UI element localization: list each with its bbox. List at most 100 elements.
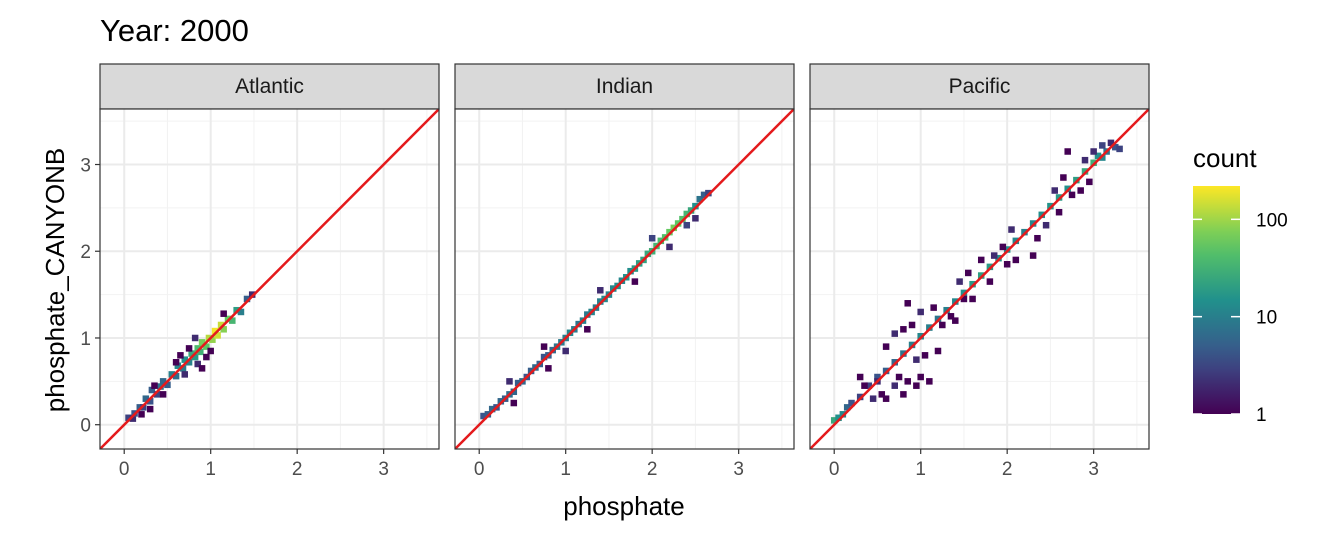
heatmap-cell: [960, 295, 968, 303]
heatmap-cell: [913, 356, 920, 363]
y-tick-label: 1: [80, 329, 91, 350]
heatmap-cell: [185, 345, 193, 352]
heatmap-cell: [125, 414, 132, 422]
heatmap-cell: [882, 343, 890, 350]
heatmap-cell: [1029, 252, 1037, 259]
heatmap-cell: [1034, 234, 1041, 242]
heatmap-cell: [185, 359, 193, 366]
reference-line: [810, 109, 1149, 449]
heatmap-cell: [952, 317, 959, 324]
x-tick-label: 3: [733, 459, 744, 480]
heatmap-cell: [631, 278, 639, 285]
panel-border: [809, 108, 1150, 450]
panel-pacific: Pacific 0 1 2 3: [809, 63, 1150, 480]
facet-strip: [454, 63, 795, 110]
heatmap-cell: [148, 386, 156, 394]
heatmap-cell: [1003, 261, 1011, 268]
heatmap-cell: [1051, 187, 1058, 194]
y-tick-label: 2: [80, 242, 91, 263]
heatmap-cell: [1055, 208, 1063, 216]
heatmap-cell: [188, 350, 195, 357]
heatmap-cell: [1099, 142, 1106, 149]
facet-strip: [809, 63, 1150, 110]
x-tick-label: 3: [1088, 459, 1099, 480]
x-tick-label: 2: [1002, 459, 1013, 480]
heatmap-cell: [1042, 221, 1050, 229]
heatmap-cell: [194, 345, 201, 352]
heatmap-cell: [584, 326, 591, 333]
heatmap-cell: [164, 381, 171, 389]
heatmap-cell: [172, 359, 180, 366]
x-tick-label: 0: [474, 459, 485, 480]
heatmap-cell: [913, 382, 920, 389]
heatmap-cell: [926, 378, 933, 385]
heatmap-cell: [179, 365, 187, 372]
heatmap-cell: [947, 313, 955, 320]
heatmap-cell: [930, 304, 937, 311]
heatmap-cell: [214, 332, 221, 339]
heatmap-cell: [939, 321, 946, 329]
heatmap-cell: [891, 330, 898, 337]
reference-line: [100, 109, 439, 449]
panel-data: [100, 109, 439, 449]
heatmap-cell: [1081, 156, 1089, 164]
heatmap-cell: [220, 326, 227, 333]
heatmap-cell: [545, 365, 552, 372]
heatmap-cell: [956, 278, 963, 285]
heatmap-cell: [177, 352, 184, 359]
heatmap-cell: [142, 395, 150, 402]
heatmap-cell: [146, 398, 154, 405]
heatmap-cell: [237, 308, 245, 316]
colorbar: [1193, 186, 1240, 414]
heatmap-cell: [861, 382, 868, 389]
y-tick-label: 3: [80, 156, 91, 177]
heatmap-cell: [696, 195, 703, 203]
heatmap-cell: [835, 414, 842, 422]
heatmap-cell: [977, 256, 985, 264]
facet-strip-label: Indian: [596, 75, 653, 98]
x-axis-title: phosphate: [563, 491, 684, 521]
heatmap-cell: [1064, 148, 1071, 155]
heatmap-cell: [480, 412, 487, 420]
heatmap-cell: [217, 321, 225, 329]
panel-atlantic: Atlantic 0 1 2 3 0 1 2 3: [80, 63, 440, 480]
legend-title: count: [1193, 143, 1257, 173]
heatmap-cell: [1068, 191, 1076, 199]
heatmap-cell: [1116, 145, 1123, 153]
legend-label: 100: [1256, 210, 1288, 231]
heatmap-cell: [990, 252, 998, 259]
heatmap-cell: [683, 210, 691, 218]
heatmap-cell: [891, 382, 898, 389]
facet-strip-label: Atlantic: [235, 75, 304, 98]
heatmap-cell: [540, 343, 548, 350]
heatmap-cell: [488, 405, 496, 413]
y-tick-label: 0: [80, 416, 91, 437]
heatmap-cell: [191, 334, 199, 342]
heatmap-cell: [874, 373, 881, 381]
facet-strip-label: Pacific: [949, 75, 1011, 98]
heatmap-cell: [908, 321, 916, 329]
heatmap-cell: [229, 317, 236, 324]
heatmap-cell: [562, 347, 569, 355]
heatmap-cell: [211, 327, 219, 335]
heatmap-cell: [848, 399, 855, 407]
heatmap-cell: [1107, 139, 1115, 147]
heatmap-cell: [904, 378, 911, 385]
panel-border: [99, 108, 440, 450]
color-legend: count 1 10 100: [1193, 143, 1288, 426]
panel-data: [810, 109, 1149, 449]
heatmap-cell: [1012, 256, 1020, 264]
heatmap-cell: [203, 353, 210, 361]
heatmap-cell: [900, 326, 907, 333]
heatmap-cell: [207, 347, 214, 355]
x-tick-label: 0: [119, 459, 130, 480]
chart-title: Year: 2000: [100, 13, 249, 48]
heatmap-cell: [514, 379, 522, 387]
y-axis-title: phosphate_CANYONB: [40, 148, 70, 412]
heatmap-cell: [869, 395, 877, 402]
heatmap-cell: [934, 347, 942, 355]
heatmap-cell: [168, 371, 176, 378]
heatmap-cell: [986, 278, 994, 285]
x-tick-label: 0: [829, 459, 840, 480]
